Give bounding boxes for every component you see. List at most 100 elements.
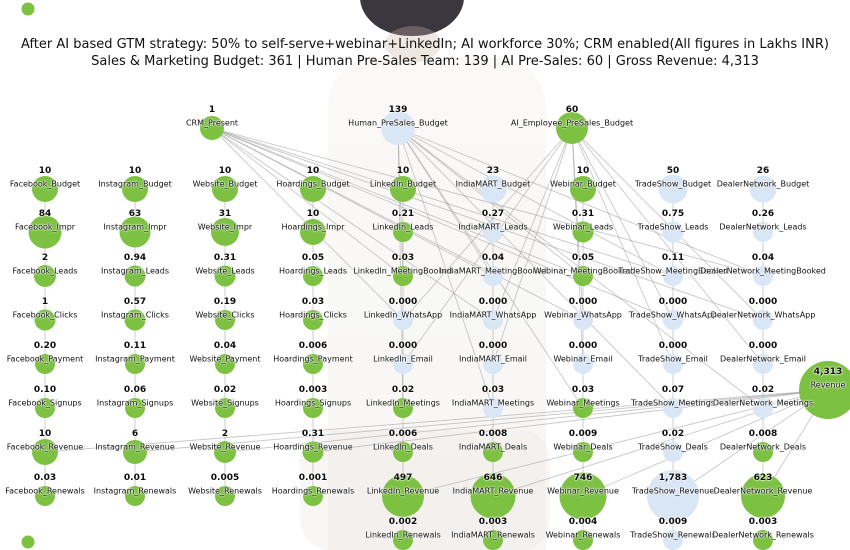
- node-value-Facebook_Revenue: 10: [38, 429, 52, 439]
- background-person-body: [328, 58, 546, 550]
- node-label-Webinar_Revenue: Webinar_Revenue: [547, 486, 619, 496]
- node-label-LinkedIn_Revenue: LinkedIn_Revenue: [366, 486, 440, 496]
- node-value-AI_Employee_PreSales_Budget: 60: [565, 105, 579, 115]
- node-label-Hoardings_Revenue: Hoardings_Revenue: [273, 442, 353, 452]
- node-label-CRM_Present: CRM_Present: [185, 118, 239, 128]
- node-value-Webinar_Deals: 0.009: [568, 429, 598, 439]
- node-circle-LinkedIn_Leads: [393, 222, 413, 242]
- node-circle-TradeShow_Email: [663, 354, 683, 374]
- node-circle-Instagram_Revenue: [123, 440, 147, 464]
- node-label-LinkedIn_Leads: LinkedIn_Leads: [372, 222, 434, 232]
- edge-CRM_Present--TradeShow_MeetingBooked: [211, 127, 674, 277]
- node-label-Webinar_Email: Webinar_Email: [553, 354, 613, 364]
- node-label-DealerNetwork_Meetings: DealerNetwork_Meetings: [712, 398, 814, 408]
- node-circle-Facebook_Payment: [35, 354, 55, 374]
- edge-AI_Employee_PreSales_Budget--DealerNetwork_Email: [571, 127, 764, 365]
- node-label-AI_Employee_PreSales_Budget: AI_Employee_PreSales_Budget: [510, 118, 634, 128]
- node-circle-Hoardings_Payment: [303, 354, 323, 374]
- node-value-DealerNetwork_Renewals: 0.003: [748, 517, 778, 527]
- node-circle-Revenue: [799, 361, 850, 419]
- node-circle-LinkedIn_MeetingBooked: [393, 266, 413, 286]
- node-value-Hoardings_Signups: 0.003: [298, 385, 328, 395]
- edge-Facebook_Revenue--Revenue: [44, 389, 829, 453]
- node-value-DealerNetwork_Deals: 0.008: [748, 429, 778, 439]
- node-label-IndiaMART_MeetingBooked: IndiaMART_MeetingBooked: [439, 266, 547, 276]
- node-value-IndiaMART_Revenue: 646: [483, 473, 503, 483]
- node-label-LinkedIn_WhatsApp: LinkedIn_WhatsApp: [363, 310, 443, 320]
- node-value-Facebook_Impr: 84: [38, 209, 52, 219]
- node-value-Hoardings_Impr: 10: [306, 209, 320, 219]
- node-label-IndiaMART_Meetings: IndiaMART_Meetings: [451, 398, 535, 408]
- edge-AI_Employee_PreSales_Budget--IndiaMART_WhatsApp: [492, 127, 573, 321]
- node-label-TradeShow_MeetingBooked: TradeShow_MeetingBooked: [618, 266, 728, 276]
- node-label-IndiaMART_Deals: IndiaMART_Deals: [458, 442, 528, 452]
- node-value-Facebook_Budget: 10: [38, 166, 52, 176]
- node-label-Instagram_Impr: Instagram_Impr: [103, 222, 167, 232]
- node-value-Facebook_Payment: 0.20: [33, 341, 57, 351]
- node-circle-Instagram_Impr: [119, 216, 151, 248]
- node-value-DealerNetwork_Budget: 26: [756, 166, 770, 176]
- node-circle-AI_Employee_PreSales_Budget: [556, 112, 588, 144]
- node-label-Website_Renewals: Website_Renewals: [188, 486, 262, 496]
- node-label-DealerNetwork_WhatsApp: DealerNetwork_WhatsApp: [710, 310, 816, 320]
- node-value-Website_Revenue: 2: [221, 429, 229, 439]
- node-value-LinkedIn_WhatsApp: 0.000: [388, 297, 418, 307]
- node-label-Webinar_MeetingBooked: Webinar_MeetingBooked: [533, 266, 633, 276]
- node-circle-LinkedIn_Deals: [393, 442, 413, 462]
- node-label-Instagram_Budget: Instagram_Budget: [98, 179, 172, 189]
- node-circle-LinkedIn_Email: [393, 354, 413, 374]
- node-circle-DealerNetwork_Budget: [749, 175, 777, 203]
- node-value-DealerNetwork_WhatsApp: 0.000: [748, 297, 778, 307]
- node-circle-DealerNetwork_MeetingBooked: [753, 266, 773, 286]
- node-label-Instagram_Clicks: Instagram_Clicks: [101, 310, 169, 320]
- node-value-Hoardings_Clicks: 0.03: [301, 297, 325, 307]
- node-value-LinkedIn_Leads: 0.21: [391, 209, 415, 219]
- node-label-DealerNetwork_Revenue: DealerNetwork_Revenue: [713, 486, 813, 496]
- edge-AI_Employee_PreSales_Budget--TradeShow_WhatsApp: [571, 127, 674, 321]
- node-label-IndiaMART_Email: IndiaMART_Email: [458, 354, 528, 364]
- node-circle-Hoardings_Renewals: [303, 486, 323, 506]
- node-label-Revenue: Revenue: [810, 380, 846, 390]
- node-value-Webinar_Renewals: 0.004: [568, 517, 598, 527]
- node-label-TradeShow_Renewals: TradeShow_Renewals: [630, 530, 716, 540]
- node-circle-LinkedIn_WhatsApp: [393, 310, 413, 330]
- node-value-Website_Renewals: 0.005: [210, 473, 240, 483]
- node-circle-TradeShow_Meetings: [663, 398, 683, 418]
- node-circle-IndiaMART_Budget: [479, 175, 507, 203]
- node-circle-LinkedIn_Renewals: [393, 530, 413, 550]
- node-label-Hoardings_Budget: Hoardings_Budget: [276, 179, 350, 189]
- node-label-Webinar_Budget: Webinar_Budget: [550, 179, 616, 189]
- node-circle-Facebook_Renewals: [35, 486, 55, 506]
- node-label-Hoardings_Impr: Hoardings_Impr: [281, 222, 345, 232]
- node-circle-Instagram_Leads: [124, 265, 146, 287]
- node-label-Webinar_Renewals: Webinar_Renewals: [545, 530, 621, 540]
- edge-Instagram_Revenue--Revenue: [134, 389, 829, 453]
- node-circle-Facebook_Impr: [28, 215, 62, 249]
- node-label-Instagram_Renewals: Instagram_Renewals: [93, 486, 177, 496]
- node-value-Hoardings_Budget: 10: [306, 166, 320, 176]
- node-value-Hoardings_Payment: 0.006: [298, 341, 328, 351]
- edge-AI_Employee_PreSales_Budget--TradeShow_Email: [571, 127, 674, 365]
- node-value-TradeShow_WhatsApp: 0.000: [658, 297, 688, 307]
- node-value-IndiaMART_Email: 0.000: [478, 341, 508, 351]
- node-circle-LinkedIn_Meetings: [393, 398, 413, 418]
- node-circle-Website_Impr: [211, 218, 239, 246]
- node-label-LinkedIn_Email: LinkedIn_Email: [373, 354, 433, 364]
- node-circle-Hoardings_Leads: [303, 266, 323, 286]
- node-value-Revenue: 4,313: [813, 367, 843, 377]
- node-label-Webinar_Deals: Webinar_Deals: [553, 442, 613, 452]
- node-label-Website_Revenue: Website_Revenue: [189, 442, 261, 452]
- node-label-TradeShow_Revenue: TradeShow_Revenue: [631, 486, 715, 496]
- node-value-Website_Signups: 0.02: [213, 385, 237, 395]
- node-value-IndiaMART_MeetingBooked: 0.04: [481, 253, 505, 263]
- node-circle-DealerNetwork_Deals: [753, 442, 773, 462]
- node-label-Facebook_Impr: Facebook_Impr: [14, 222, 76, 232]
- node-label-IndiaMART_Renewals: IndiaMART_Renewals: [451, 530, 535, 540]
- node-circle-Webinar_Budget: [570, 176, 596, 202]
- node-circle-Facebook_Signups: [35, 398, 55, 418]
- node-value-TradeShow_Meetings: 0.07: [661, 385, 685, 395]
- node-label-Hoardings_Leads: Hoardings_Leads: [279, 266, 347, 276]
- node-value-LinkedIn_Renewals: 0.002: [388, 517, 418, 527]
- node-value-DealerNetwork_Email: 0.000: [748, 341, 778, 351]
- node-circle-Hoardings_Impr: [300, 219, 326, 245]
